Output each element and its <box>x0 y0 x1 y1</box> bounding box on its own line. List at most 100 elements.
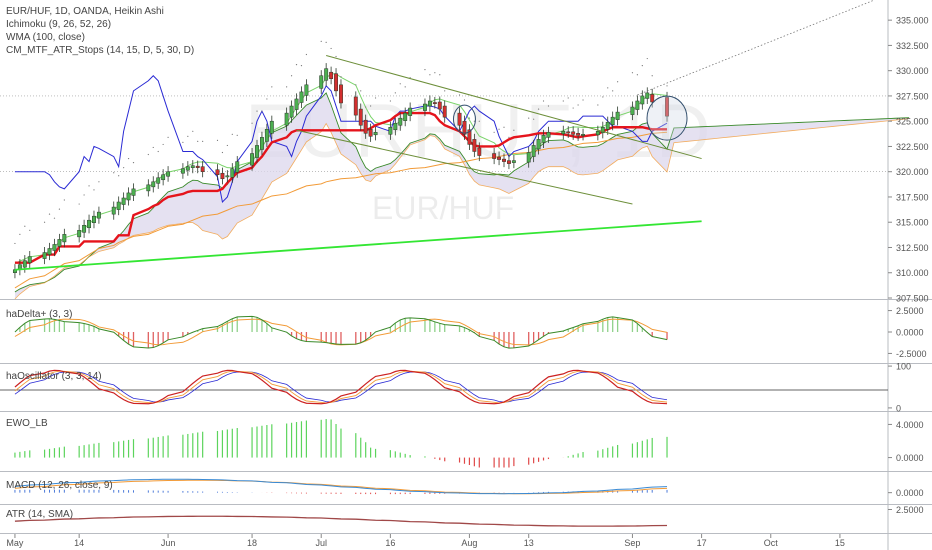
candle-down <box>195 165 200 168</box>
psar-dot <box>147 153 149 156</box>
candle-down <box>363 119 368 134</box>
psar-dot <box>389 100 391 102</box>
psar-dot <box>43 221 46 223</box>
candle-down <box>200 166 205 172</box>
hadelta-line <box>14 315 668 349</box>
candle-up <box>299 91 304 103</box>
candle-up <box>255 145 259 158</box>
psar-dot <box>261 110 263 112</box>
panel-label-macd[interactable]: MACD (12, 26, close, 9) <box>6 480 113 491</box>
candle-up <box>319 75 324 89</box>
psar-dot <box>295 64 298 66</box>
panel-label-hadelta[interactable]: haDelta+ (3, 3) <box>6 309 73 320</box>
time-tick-label: 13 <box>524 538 534 548</box>
legend-wma[interactable]: WMA (100, close) <box>6 32 85 43</box>
psar-dot <box>251 122 253 124</box>
candle-down <box>665 97 669 117</box>
psar-dot <box>197 140 199 142</box>
price-tick-label: 332.500 <box>896 41 929 51</box>
candle-up <box>161 174 166 181</box>
candle-up <box>388 127 393 135</box>
psar-dot <box>88 185 90 187</box>
candle-up <box>630 106 635 115</box>
price-axis: 335.000 332.500 330.000 327.500 325.000 322.5… <box>888 16 929 515</box>
candle-up <box>398 117 403 126</box>
panel-label-atr[interactable]: ATR (14, SMA) <box>6 509 74 520</box>
psar-dot <box>562 100 564 102</box>
psar-dot <box>439 74 441 76</box>
candle-down <box>220 172 225 180</box>
candle-up <box>62 234 67 243</box>
candle-down <box>571 131 576 135</box>
psar-dot <box>355 84 357 86</box>
time-tick-label: Jul <box>315 538 327 548</box>
candle-down <box>353 96 358 116</box>
time-tick-label: May <box>6 538 24 548</box>
panel-label-ewo[interactable]: EWO_LB <box>6 418 48 429</box>
candle-up <box>96 211 101 219</box>
candle-up <box>52 244 57 251</box>
candle-up <box>264 129 269 142</box>
candle-down <box>358 108 363 126</box>
sub-tick-label: -2.5000 <box>896 349 927 359</box>
psar-dot <box>463 99 466 101</box>
candle-up <box>427 100 432 107</box>
highlight-ellipse <box>452 104 476 134</box>
candle-down <box>467 129 472 145</box>
psar-dot <box>192 130 194 132</box>
psar-dot <box>152 146 154 149</box>
candle-up <box>259 137 264 150</box>
psar-dot <box>58 208 61 210</box>
psar-dot <box>300 65 303 67</box>
psar-dot <box>216 139 219 141</box>
candle-up <box>82 225 87 233</box>
price-tick-label: 320.000 <box>896 167 929 177</box>
candle-down <box>566 131 571 134</box>
psar-dot <box>424 69 426 71</box>
support-trendline <box>14 220 702 271</box>
main-legend[interactable]: EUR/HUF, 1D, OANDA, Heikin Ashi Ichimoku… <box>6 5 194 57</box>
price-tick-label: 317.500 <box>896 192 929 202</box>
time-axis: May 14 Jun 18 Jul 16 Aug 13 Sep 17 Oct 15 <box>6 534 845 548</box>
candle-down <box>329 71 334 80</box>
heikin-ashi-candles <box>12 40 669 279</box>
candle-up <box>645 92 650 99</box>
candle-down <box>368 129 373 137</box>
psar-dot <box>651 75 653 77</box>
psar-dot <box>434 72 436 74</box>
candle-up <box>116 201 121 210</box>
psar-dot <box>607 87 609 89</box>
candle-up <box>77 230 82 238</box>
psar-dot <box>374 97 377 99</box>
legend-ichimoku[interactable]: Ichimoku (9, 26, 52, 26) <box>6 19 112 30</box>
psar-dot <box>256 110 258 112</box>
psar-dot <box>320 40 322 42</box>
candle-down <box>442 105 447 118</box>
sub-tick-label: 0.0000 <box>896 488 924 498</box>
psar-dot <box>182 141 184 144</box>
sub-panels <box>0 315 888 527</box>
psar-dot <box>266 98 268 100</box>
hadelta-signal-line <box>14 318 668 346</box>
candle-up <box>605 121 610 130</box>
psar-dot <box>631 72 634 74</box>
legend-atr-stops[interactable]: CM_MTF_ATR_Stops (14, 15, D, 5, 30, D) <box>6 45 195 56</box>
psar-dot <box>78 203 80 205</box>
psar-dot <box>305 53 307 56</box>
candle-up <box>269 120 274 134</box>
psar-dot <box>24 225 26 227</box>
haosc-line-blue <box>14 371 668 403</box>
psar-dot <box>493 131 495 133</box>
psar-dot <box>93 189 95 191</box>
panel-label-haoscillator[interactable]: haOscillator (3, 3, 14) <box>6 371 102 382</box>
candle-up <box>289 105 294 118</box>
psar-dot <box>572 107 574 109</box>
psar-dot <box>187 135 189 137</box>
psar-dot <box>231 133 233 135</box>
candle-up <box>250 153 255 166</box>
candle-up <box>294 98 299 110</box>
psar-dot <box>118 175 120 177</box>
time-tick-label: Sep <box>624 538 640 548</box>
